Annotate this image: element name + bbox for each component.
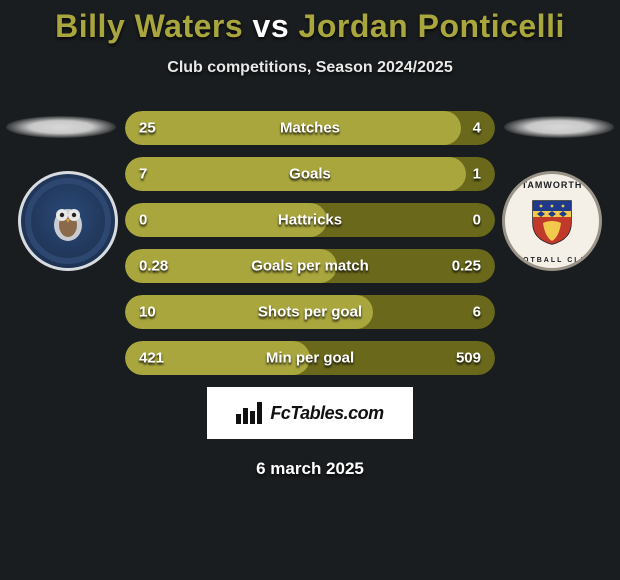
stat-value-left: 7	[139, 166, 147, 183]
shadow-ellipse-left	[6, 116, 116, 138]
stat-rows: Matches 25 4 Goals 7 1 Hattricks 0 0 Goals per ma…	[125, 111, 495, 375]
stat-value-right: 1	[473, 166, 481, 183]
stat-label: Goals per match	[251, 258, 369, 275]
stat-value-right: 0.25	[452, 258, 481, 275]
subtitle: Club competitions, Season 2024/2025	[0, 59, 620, 77]
stat-row: Shots per goal 10 6	[125, 295, 495, 329]
stat-value-right: 4	[473, 120, 481, 137]
stat-label: Hattricks	[278, 212, 342, 229]
stat-label: Shots per goal	[258, 304, 362, 321]
stat-value-left: 0	[139, 212, 147, 229]
title-player1: Billy Waters	[55, 8, 243, 44]
stat-label: Matches	[280, 120, 340, 137]
club-crest-right: TAMWORTH FOOTBALL CLUB	[502, 171, 602, 271]
comparison-area: TAMWORTH FOOTBALL CLUB Matches2	[0, 111, 620, 479]
fctables-badge: FcTables.com	[207, 387, 413, 439]
stat-label: Goals	[289, 166, 331, 183]
stat-bar-left	[125, 157, 449, 191]
fctables-text: FcTables.com	[270, 403, 383, 424]
date-label: 6 march 2025	[0, 459, 620, 479]
stat-value-left: 10	[139, 304, 156, 321]
stat-row: Matches 25 4	[125, 111, 495, 145]
crest-top-text: TAMWORTH	[505, 180, 599, 190]
stat-value-right: 0	[473, 212, 481, 229]
shadow-ellipse-right	[504, 116, 614, 138]
stat-value-left: 0.28	[139, 258, 168, 275]
crest-bottom-text: FOOTBALL CLUB	[505, 257, 599, 264]
stat-value-left: 25	[139, 120, 156, 137]
stat-row: Goals per match 0.28 0.25	[125, 249, 495, 283]
stat-value-right: 509	[456, 350, 481, 367]
bars-icon	[236, 402, 264, 424]
title-vs: vs	[253, 8, 290, 44]
title-player2: Jordan Ponticelli	[299, 8, 565, 44]
shield-icon	[531, 197, 573, 245]
stat-value-left: 421	[139, 350, 164, 367]
oldham-crest	[18, 171, 118, 271]
page-title: Billy Waters vs Jordan Ponticelli	[0, 8, 620, 45]
stat-label: Min per goal	[266, 350, 354, 367]
owl-icon	[44, 197, 92, 245]
stat-value-right: 6	[473, 304, 481, 321]
stat-row: Goals 7 1	[125, 157, 495, 191]
tamworth-crest: TAMWORTH FOOTBALL CLUB	[502, 171, 602, 271]
club-crest-left	[18, 171, 118, 271]
stat-row: Min per goal 421 509	[125, 341, 495, 375]
stat-row: Hattricks 0 0	[125, 203, 495, 237]
stat-bar-left-cap	[427, 111, 461, 145]
stat-bar-left-cap	[432, 157, 466, 191]
